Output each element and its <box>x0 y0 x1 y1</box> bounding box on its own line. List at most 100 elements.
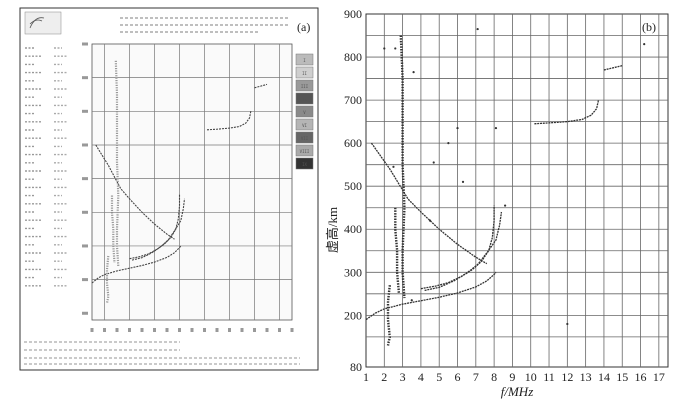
panel-b-trace-5 <box>603 65 623 71</box>
panel-b-point-4 <box>494 126 498 130</box>
panel-a-trace-3 <box>131 198 186 261</box>
panel-a-legend-box-8 <box>295 157 314 170</box>
panel-b-ionogram: 1 2 3 4 5 6 7 8 9 10 11 12 13 14 15 16 17 80200300400500… <box>325 7 669 399</box>
panel-b-point-13 <box>643 43 646 46</box>
panel-a-x-tick-mark-8 <box>190 328 194 332</box>
panel-a-traces <box>91 60 268 304</box>
panel-b-x-tick-8: 8 <box>491 370 497 384</box>
panel-b-x-tick-9: 9 <box>509 370 515 384</box>
panel-a-trace-2 <box>129 193 181 260</box>
panel-a-legend-key-2: III <box>301 84 309 89</box>
panel-a-x-tick-mark-7 <box>178 328 181 332</box>
panel-a-x-tick-mark-14 <box>265 328 269 332</box>
panel-a-trace-4 <box>206 111 252 131</box>
panel-a-footer-text-lines <box>24 341 300 365</box>
panel-b-point-7 <box>447 142 450 145</box>
panel-a-x-tick-mark-4 <box>140 328 144 332</box>
panel-a-x-tick-mark-9 <box>203 328 206 332</box>
panel-a-logo <box>24 11 62 35</box>
panel-b-x-tick-15: 15 <box>616 370 628 384</box>
panel-a-plot-area <box>91 43 293 321</box>
panel-a-x-tick-mark-13 <box>253 328 256 332</box>
panel-b-x-tick-13: 13 <box>580 370 592 384</box>
panel-b-x-tick-11: 11 <box>543 370 555 384</box>
panel-a-legend-box-4 <box>295 105 314 118</box>
panel-a-legend-key-4: V <box>303 110 306 115</box>
panel-b-trace-7 <box>394 207 401 294</box>
panel-a-parameter-column <box>25 47 67 287</box>
panel-b-point-10 <box>566 322 569 326</box>
panel-b-point-8 <box>461 180 465 183</box>
panel-a-y-tick-mark-3 <box>82 210 88 214</box>
panel-b-x-tick-7: 7 <box>473 370 479 384</box>
panel-a-x-tick-mark-6 <box>165 328 169 332</box>
panel-b-plot-area <box>365 13 669 368</box>
panel-a-label: (a) <box>297 20 310 34</box>
panel-a-legend-box-1 <box>295 66 314 79</box>
panel-b-x-tick-1: 1 <box>363 370 369 384</box>
panel-a-legend-box-0 <box>295 53 314 66</box>
panel-b-y-tick-300: 300 <box>344 265 362 279</box>
panel-a-legend-box-3 <box>295 92 314 105</box>
panel-b-scattered-points <box>383 27 646 326</box>
panel-a-trace-6 <box>114 60 120 267</box>
panel-a-y-tick-mark-2 <box>82 244 88 248</box>
panel-a-trace-0 <box>91 245 182 284</box>
panel-a-y-tick-mark-4 <box>82 177 88 181</box>
panel-a-x-tick-mark-10 <box>215 328 219 332</box>
panel-a-x-tick-mark-2 <box>115 328 119 332</box>
panel-b-trace-0 <box>365 271 497 321</box>
panel-a-legend-key-6: VII <box>301 136 309 141</box>
panel-a-x-tick-mark-16 <box>290 328 294 332</box>
panel-b-point-14 <box>410 299 413 302</box>
panel-b-x-tick-16: 16 <box>635 370 647 384</box>
panel-b-y-tick-80: 80 <box>350 360 362 374</box>
panel-a-header-text-lines <box>120 17 290 33</box>
panel-a-x-tick-mark-1 <box>103 328 106 332</box>
panel-b-x-tick-12: 12 <box>561 370 573 384</box>
panel-a-x-tick-mark-15 <box>278 328 281 332</box>
panel-a-trace-8 <box>105 255 110 304</box>
panel-b-point-6 <box>432 161 435 164</box>
panel-b-trace-3 <box>424 211 503 292</box>
panel-a-y-tick-mark-0 <box>82 311 88 315</box>
panel-b-trace-4 <box>534 99 600 125</box>
panel-b-y-tick-600: 600 <box>344 136 362 150</box>
panel-b-x-tick-6: 6 <box>455 370 461 384</box>
panel-a-legend-key-7: VIII <box>300 149 310 154</box>
panel-b-label: (b) <box>642 20 656 34</box>
panel-b-trace-2 <box>420 205 495 290</box>
panel-b-point-12 <box>394 47 397 50</box>
panel-a-y-tick-mark-6 <box>82 109 88 113</box>
panel-b-trace-1 <box>370 142 488 265</box>
panel-a-legend-box-5 <box>295 118 314 131</box>
panel-a-x-tick-mark-12 <box>240 328 244 332</box>
panel-b-y-tick-500: 500 <box>344 179 362 193</box>
panel-a-y-tick-mark-5 <box>82 143 88 147</box>
panel-a-trace-5 <box>254 83 268 89</box>
panel-b-x-axis-title: f/MHz <box>501 384 534 399</box>
panel-a-legend-box-2 <box>295 79 314 92</box>
panel-b-point-11 <box>428 219 432 222</box>
panel-a-trace-1 <box>95 144 175 240</box>
panel-a-y-tick-mark-1 <box>82 278 88 282</box>
panel-b-point-0 <box>383 47 386 50</box>
panel-b-x-tick-5: 5 <box>436 370 442 384</box>
panel-a-legend-box-7 <box>295 144 314 157</box>
panel-b-point-9 <box>504 204 507 207</box>
panel-a-y-tick-mark-7 <box>82 76 88 80</box>
panel-b-y-tick-800: 800 <box>344 50 362 64</box>
panel-b-y-tick-200: 200 <box>344 308 362 322</box>
panel-a-x-tick-mark-11 <box>228 328 231 332</box>
panel-b-trace-6 <box>399 35 406 299</box>
panel-a-legend-key-5: VI <box>302 123 307 128</box>
panel-b-trace-8 <box>386 285 392 346</box>
panel-a-x-tick-mark-0 <box>90 328 94 332</box>
panel-b-x-tick-4: 4 <box>418 370 424 384</box>
panel-b-x-tick-17: 17 <box>653 370 665 384</box>
panel-a-logo-mark <box>29 17 45 29</box>
panel-b-x-tick-2: 2 <box>381 370 387 384</box>
panel-b-x-tick-14: 14 <box>598 370 610 384</box>
